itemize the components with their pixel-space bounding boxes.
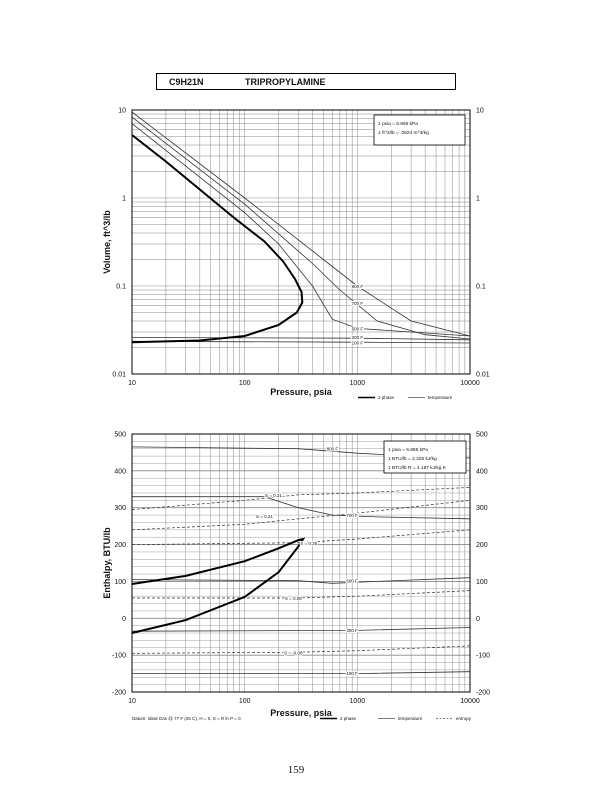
isotherm-line	[131, 123, 471, 337]
isotherm-label: 700 F	[346, 513, 358, 518]
two-phase-curve	[131, 134, 304, 344]
isotherm-line	[131, 577, 471, 584]
units-note-box	[373, 114, 466, 146]
units-note: 1 BTU/lb = 2.326 kJ/kg	[388, 456, 437, 462]
isotherm-label: 100 F	[352, 341, 364, 346]
entropy-line	[131, 529, 471, 545]
isotherm-line	[131, 111, 471, 337]
isotherm-line	[131, 116, 471, 340]
units-note: 1 psia = 6.895 kPa	[388, 447, 428, 453]
entropy-line	[132, 590, 471, 599]
plot-frame	[131, 433, 471, 693]
entropy-line	[131, 487, 471, 510]
isotherm-label: 300 F	[346, 628, 358, 633]
y-tick-label-left: 400	[114, 468, 126, 475]
y-tick-label-right: 300	[476, 505, 488, 512]
x-tick-label: 10	[128, 380, 136, 387]
y-axis-label: Enthalpy, BTU/lb	[102, 527, 112, 599]
units-note: 1 BTU/lb R = 4.187 kJ/kg K	[388, 465, 447, 471]
y-tick-label-left: 300	[114, 505, 126, 512]
y-tick-label-left: 100	[114, 579, 126, 586]
y-tick-label-right: 500	[476, 432, 488, 439]
y-tick-label-right: 200	[476, 542, 488, 549]
y-tick-label-right: -200	[476, 690, 490, 697]
isotherm-line	[131, 340, 471, 344]
y-tick-label-right: -100	[476, 653, 490, 660]
x-axis-label: Pressure, psia	[270, 708, 333, 718]
x-tick-label: 100	[239, 698, 251, 705]
page-number: 159	[287, 764, 305, 776]
units-note: 1 ft^3/lb = .0624 m^3/kg	[378, 130, 429, 136]
isotherm-line	[131, 627, 471, 632]
y-tick-label-left: 1	[122, 196, 126, 203]
chemical-formula: C9H21N	[169, 77, 204, 87]
y-tick-label-left: 0.01	[112, 372, 126, 379]
x-tick-label: 10000	[460, 380, 480, 387]
x-tick-label: 1000	[350, 698, 366, 705]
y-tick-label-left: 0	[122, 616, 126, 623]
isotherm-line	[131, 337, 471, 341]
two-phase-curve	[131, 537, 306, 634]
datum-footnote: Datum: Ideal Gas @ 77 F (25 C), H = 0, S…	[132, 716, 241, 721]
isotherm-label: 500 F	[346, 579, 358, 584]
x-axis-label: Pressure, psia	[270, 387, 333, 397]
isotherm-label: 700 F	[352, 301, 364, 306]
units-note: 1 psia = 6.895 kPa	[378, 121, 418, 127]
y-tick-label-right: 1	[476, 196, 480, 203]
chart-1	[131, 109, 471, 399]
y-tick-label-right: 400	[476, 468, 488, 475]
x-tick-label: 100	[239, 380, 251, 387]
y-tick-label-right: 0.1	[476, 284, 486, 291]
isotherm-label: 800 F	[327, 447, 339, 452]
legend-label: 2 phase	[378, 395, 395, 400]
entropy-line	[131, 645, 471, 654]
isotherm-label: 100 F	[346, 671, 358, 676]
grid	[132, 110, 470, 374]
isotherm-label: 800 F	[352, 284, 364, 289]
entropy-label: S = 0.31	[265, 493, 282, 498]
plot-frame	[131, 109, 471, 375]
x-tick-label: 10000	[460, 698, 480, 705]
isotherm-line	[132, 496, 471, 520]
y-tick-label-right: 100	[476, 579, 488, 586]
chart-2	[131, 433, 471, 720]
entropy-label: S = 0.21	[256, 514, 273, 519]
isotherm-line	[132, 671, 471, 674]
y-tick-label-left: 10	[118, 108, 126, 115]
y-tick-label-left: -200	[112, 690, 126, 697]
legend-label: entropy	[456, 716, 472, 721]
y-tick-label-right: 0	[476, 616, 480, 623]
y-tick-label-right: 0.01	[476, 372, 490, 379]
y-tick-label-right: 10	[476, 108, 484, 115]
chart-title-box: C9H21N TRIPROPYLAMINE	[156, 73, 456, 90]
y-axis-label: Volume, ft^3/lb	[102, 210, 112, 274]
x-tick-label: 10	[128, 698, 136, 705]
units-note-box	[383, 440, 467, 474]
legend-label: temperature	[428, 395, 453, 400]
y-tick-label-left: 0.1	[116, 284, 126, 291]
legend-label: temperature	[398, 716, 423, 721]
y-tick-label-left: -100	[112, 653, 126, 660]
entropy-label: S = -0.08	[284, 651, 303, 656]
entropy-line	[131, 499, 471, 531]
isotherm-label: 300 F	[352, 335, 364, 340]
entropy-label: S = 0.08	[285, 596, 302, 601]
y-tick-label-left: 500	[114, 432, 126, 439]
y-tick-label-left: 200	[114, 542, 126, 549]
entropy-label: S = 0.25	[300, 541, 317, 546]
isotherm-label: 500 F	[352, 326, 364, 331]
legend-label: 2 phase	[340, 716, 357, 721]
compound-name: TRIPROPYLAMINE	[245, 77, 326, 87]
x-tick-label: 1000	[350, 380, 366, 387]
